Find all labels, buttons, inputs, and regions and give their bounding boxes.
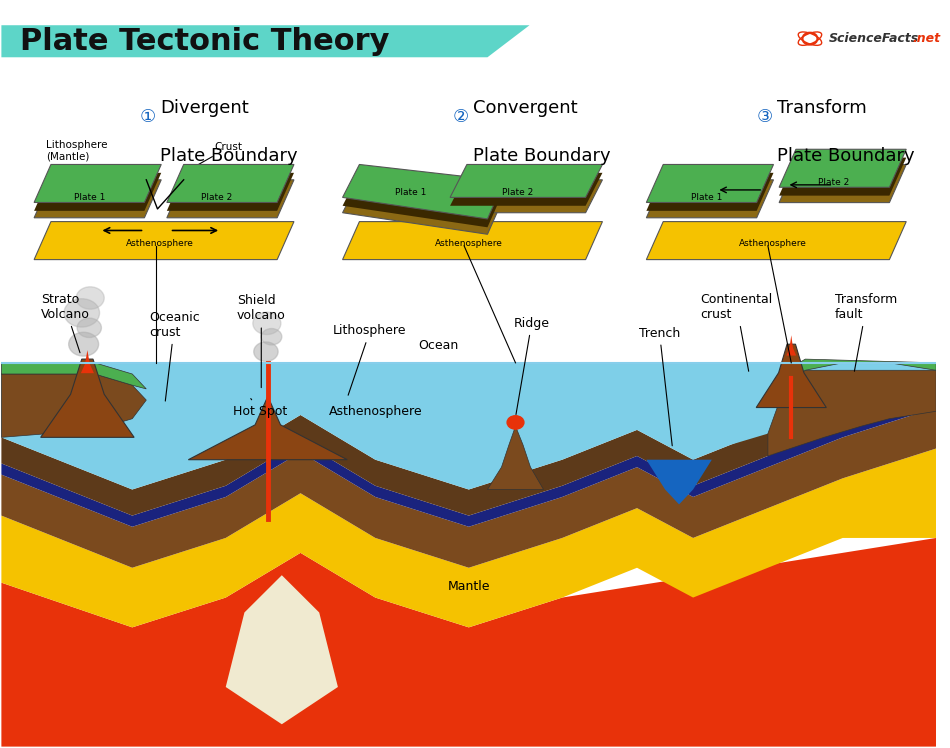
Circle shape: [254, 342, 278, 361]
Text: Plate 2: Plate 2: [502, 188, 533, 197]
Text: Plate 1: Plate 1: [692, 193, 723, 202]
Text: Mantle: Mantle: [447, 580, 490, 593]
Polygon shape: [188, 396, 348, 460]
Polygon shape: [167, 180, 294, 218]
Polygon shape: [1, 396, 936, 527]
Polygon shape: [41, 359, 134, 438]
Text: Oceanic
crust: Oceanic crust: [149, 311, 200, 401]
Text: Transform
fault: Transform fault: [835, 293, 898, 371]
Text: Plate Boundary: Plate Boundary: [161, 147, 298, 165]
Polygon shape: [779, 158, 906, 196]
Polygon shape: [81, 350, 94, 373]
Polygon shape: [787, 335, 796, 355]
Text: Plate Boundary: Plate Boundary: [777, 147, 915, 165]
Polygon shape: [646, 221, 906, 260]
Polygon shape: [34, 173, 162, 211]
Text: ③: ③: [756, 108, 772, 126]
Polygon shape: [1, 408, 936, 568]
Polygon shape: [450, 173, 602, 206]
Text: Ocean: Ocean: [419, 339, 459, 352]
Polygon shape: [343, 221, 602, 260]
Text: Divergent: Divergent: [161, 99, 249, 117]
Polygon shape: [1, 25, 529, 58]
Polygon shape: [343, 173, 504, 227]
Circle shape: [64, 298, 100, 327]
Text: ①: ①: [140, 108, 156, 126]
Polygon shape: [167, 173, 294, 211]
Text: .net: .net: [913, 32, 940, 45]
Text: Plate 1: Plate 1: [395, 188, 427, 197]
Text: Transform: Transform: [777, 99, 867, 117]
Text: Plate 2: Plate 2: [200, 193, 232, 202]
Polygon shape: [167, 165, 294, 203]
Polygon shape: [34, 165, 162, 203]
Polygon shape: [1, 374, 146, 438]
Polygon shape: [1, 370, 936, 515]
Circle shape: [253, 312, 281, 334]
Text: ScienceFacts: ScienceFacts: [828, 32, 919, 45]
Polygon shape: [779, 165, 906, 203]
Text: Continental
crust: Continental crust: [700, 293, 773, 371]
Circle shape: [507, 416, 523, 429]
Polygon shape: [768, 370, 936, 456]
Text: Crust: Crust: [189, 142, 242, 170]
Polygon shape: [1, 363, 146, 389]
Polygon shape: [646, 165, 773, 203]
Circle shape: [261, 328, 282, 345]
Text: Plate 2: Plate 2: [818, 178, 849, 187]
Polygon shape: [646, 460, 712, 504]
Polygon shape: [226, 575, 338, 724]
Polygon shape: [787, 359, 936, 381]
Polygon shape: [450, 165, 602, 197]
Text: ②: ②: [452, 108, 468, 126]
Polygon shape: [343, 165, 504, 219]
Polygon shape: [646, 180, 773, 218]
Circle shape: [76, 286, 104, 309]
Text: Trench: Trench: [639, 327, 680, 446]
Circle shape: [68, 332, 99, 356]
Text: Lithosphere: Lithosphere: [333, 325, 407, 395]
Bar: [1, 1, 936, 374]
Text: Ridge: Ridge: [514, 317, 550, 414]
Text: Shield
volcano: Shield volcano: [237, 295, 286, 387]
Text: Asthenosphere: Asthenosphere: [435, 239, 503, 248]
Text: Convergent: Convergent: [473, 99, 578, 117]
Text: Plate Tectonic Theory: Plate Tectonic Theory: [20, 27, 389, 56]
Polygon shape: [1, 538, 936, 747]
Polygon shape: [450, 180, 602, 212]
Text: Asthenosphere: Asthenosphere: [126, 239, 194, 248]
Polygon shape: [646, 173, 773, 211]
Text: Hot Spot: Hot Spot: [233, 399, 288, 418]
Polygon shape: [779, 150, 906, 187]
Text: Asthenosphere: Asthenosphere: [329, 405, 422, 418]
Text: Strato
Volcano: Strato Volcano: [41, 293, 89, 353]
Text: Asthenosphere: Asthenosphere: [739, 239, 807, 248]
Text: Lithosphere
(Mantle): Lithosphere (Mantle): [47, 140, 107, 186]
Circle shape: [77, 318, 102, 337]
Polygon shape: [34, 180, 162, 218]
Text: Plate 1: Plate 1: [74, 193, 105, 202]
Polygon shape: [1, 363, 936, 489]
Polygon shape: [487, 426, 543, 489]
Polygon shape: [1, 449, 936, 628]
Text: Plate Boundary: Plate Boundary: [473, 147, 611, 165]
Polygon shape: [34, 221, 294, 260]
Polygon shape: [756, 344, 826, 408]
Polygon shape: [343, 180, 504, 234]
